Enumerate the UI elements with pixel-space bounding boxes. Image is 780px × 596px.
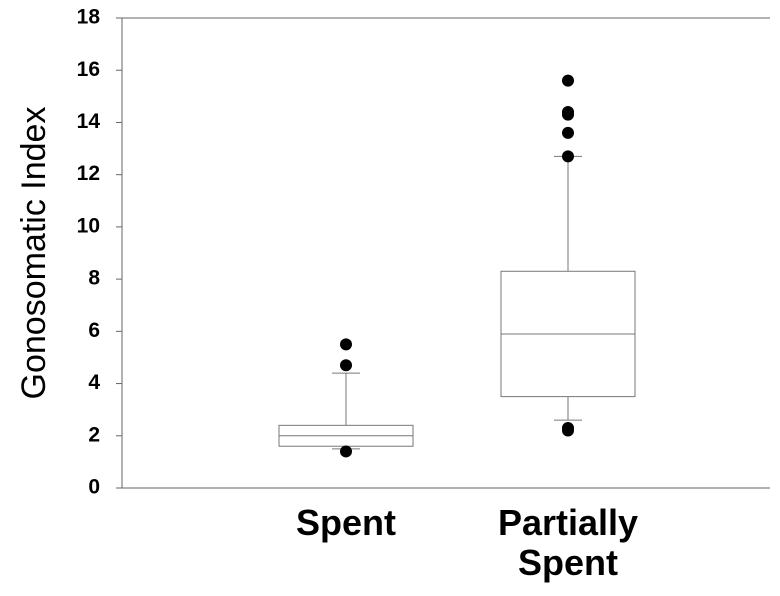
outlier — [340, 445, 352, 458]
outlier — [562, 421, 574, 434]
y-tick-label: 10 — [77, 214, 100, 237]
y-tick-label: 14 — [77, 110, 101, 133]
y-tick-label: 0 — [88, 476, 100, 499]
y-tick-label: 4 — [88, 371, 100, 394]
outlier — [562, 126, 574, 139]
y-tick-label: 18 — [77, 6, 101, 29]
outlier — [562, 74, 574, 87]
y-axis-label: Gonosomatic Index — [15, 107, 53, 400]
y-tick-label: 6 — [88, 319, 100, 342]
outlier — [562, 150, 574, 163]
y-tick-label: 8 — [88, 267, 100, 290]
y-tick-label: 2 — [88, 423, 100, 446]
outlier — [340, 338, 352, 351]
x-tick-label: Partially Spent — [497, 502, 639, 583]
y-tick-label: 12 — [77, 162, 100, 185]
y-tick-label: 16 — [77, 58, 100, 81]
outlier — [340, 359, 352, 372]
x-tick-label: Spent — [295, 502, 396, 543]
outlier — [562, 106, 574, 118]
